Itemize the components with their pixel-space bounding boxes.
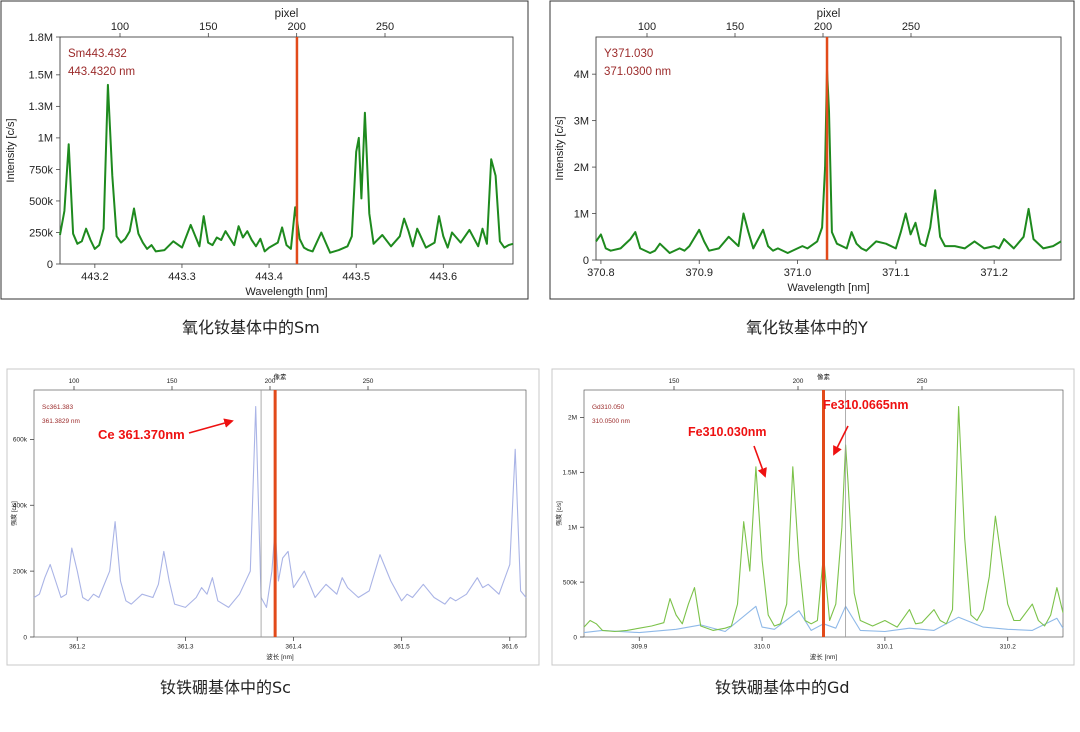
top-axis-tick-label: 200 — [793, 378, 804, 385]
top-axis-label: pixel — [817, 8, 841, 20]
x-axis-tick-label: 361.6 — [502, 644, 519, 651]
line-annotation-1: Sm443.432 — [68, 48, 127, 60]
series-line-1 — [583, 405, 1064, 633]
x-axis-tick-label: 443.6 — [430, 271, 458, 283]
caption-gd: 钕铁硼基体中的Gd — [715, 678, 850, 697]
y-axis-tick-label: 4M — [574, 69, 589, 81]
top-axis-tick-label: 200 — [265, 378, 276, 385]
top-axis-tick-label: 200 — [287, 21, 305, 33]
y-axis-tick-label: 1.5M — [563, 470, 577, 477]
chart-sc: 像素 100 150 200 250 361.2 361.3 361.4 361.5 361.6 波… — [6, 368, 540, 666]
top-axis-tick-label: 100 — [638, 21, 656, 33]
x-axis-tick-label: 370.9 — [685, 267, 713, 279]
x-axis-tick-label: 443.4 — [255, 271, 283, 283]
y-axis-tick-label: 250k — [29, 227, 53, 239]
y-axis-tick-label: 2M — [568, 415, 577, 422]
y-axis-tick-label: 200k — [13, 568, 28, 575]
top-axis-tick-label: 150 — [199, 21, 217, 33]
top-axis-tick-label: 250 — [376, 21, 394, 33]
callout-ce: Ce 361.370nm — [98, 427, 185, 442]
y-axis-tick-label: 500k — [29, 196, 53, 208]
chart-panel-y: pixel 100 150 200 250 370.8 370.9 371.0 371.1 371… — [549, 0, 1075, 300]
y-axis-label: 强度 [c/s] — [10, 501, 18, 526]
x-axis-tick-label: 309.9 — [631, 644, 648, 651]
top-axis-tick-label: 250 — [902, 21, 920, 33]
plot-area — [33, 389, 527, 638]
x-axis-tick-label: 361.5 — [394, 644, 411, 651]
top-axis-tick-label: 250 — [363, 378, 374, 385]
y-axis-tick-label: 600k — [13, 437, 28, 444]
y-axis-label: Intensity [c/s] — [554, 116, 566, 180]
y-axis-tick-label: 1M — [568, 524, 577, 531]
x-axis-tick-label: 370.8 — [587, 267, 615, 279]
top-axis-tick-label: 150 — [167, 378, 178, 385]
top-axis-tick-label: 100 — [69, 378, 80, 385]
x-axis-tick-label: 371.1 — [882, 267, 910, 279]
top-axis-tick-label: 100 — [111, 21, 129, 33]
line-annotation-1: Gd310.050 — [592, 404, 625, 411]
callout-fe-2: Fe310.0665nm — [823, 398, 908, 412]
x-axis-tick-label: 361.3 — [177, 644, 194, 651]
series-line-2 — [583, 605, 1064, 634]
top-axis-label: 像素 — [817, 372, 831, 381]
y-axis-tick-label: 500k — [563, 579, 578, 586]
chart-panel-sc: 像素 100 150 200 250 361.2 361.3 361.4 361.5 361.6 波… — [6, 368, 540, 666]
callout-arrow-fe-2 — [833, 425, 849, 456]
plot-area — [595, 36, 1062, 261]
top-axis-label: pixel — [275, 8, 299, 20]
x-axis-tick-label: 443.3 — [168, 271, 196, 283]
x-axis-label: 波长 [nm] — [266, 652, 294, 661]
x-axis-tick-label: 443.2 — [81, 271, 109, 283]
y-axis-tick-label: 400k — [13, 503, 28, 510]
x-axis-tick-label: 371.2 — [980, 267, 1008, 279]
x-axis-tick-label: 361.2 — [69, 644, 86, 651]
top-axis-tick-label: 150 — [669, 378, 680, 385]
top-axis-tick-label: 250 — [917, 378, 928, 385]
x-axis-label: 波长 [nm] — [810, 652, 838, 661]
y-axis-tick-label: 1M — [38, 133, 53, 145]
caption-sm: 氧化钕基体中的Sm — [182, 318, 320, 337]
y-axis-label: 强度 [c/s] — [555, 501, 563, 526]
line-annotation-2: 361.3829 nm — [42, 418, 80, 425]
y-axis-tick-label: 0 — [573, 634, 577, 641]
x-axis-tick-label: 443.5 — [342, 271, 370, 283]
x-axis-tick-label: 310.1 — [877, 644, 894, 651]
x-axis-tick-label: 310.0 — [754, 644, 771, 651]
top-axis-tick-label: 150 — [726, 21, 744, 33]
chart-sm: pixel 100 150 200 250 443.2 443.3 443.4 443.5 443… — [0, 0, 529, 300]
x-axis-label: Wavelength [nm] — [245, 286, 327, 298]
y-axis-tick-label: 0 — [583, 255, 589, 267]
x-axis-label: Wavelength [nm] — [787, 282, 869, 294]
y-axis-tick-label: 1M — [574, 208, 589, 220]
top-axis-tick-label: 200 — [814, 21, 832, 33]
top-axis-label: 像素 — [274, 372, 288, 381]
series-line-1 — [59, 83, 514, 254]
y-axis-tick-label: 0 — [47, 259, 53, 271]
x-axis-tick-label: 371.0 — [784, 267, 812, 279]
y-axis-tick-label: 750k — [29, 164, 53, 176]
line-annotation-2: 443.4320 nm — [68, 66, 135, 78]
x-axis-tick-label: 361.4 — [285, 644, 302, 651]
line-annotation-1: Y371.030 — [604, 48, 653, 60]
line-annotation-2: 310.0500 nm — [592, 418, 630, 425]
callout-fe-1: Fe310.030nm — [688, 425, 767, 439]
chart-panel-sm: pixel 100 150 200 250 443.2 443.3 443.4 443.5 443… — [0, 0, 529, 300]
line-annotation-2: 371.0300 nm — [604, 66, 671, 78]
y-axis-tick-label: 3M — [574, 115, 589, 127]
caption-y: 氧化钕基体中的Y — [746, 318, 868, 337]
x-axis-tick-label: 310.2 — [1000, 644, 1017, 651]
caption-sc: 钕铁硼基体中的Sc — [160, 678, 291, 697]
y-axis-tick-label: 1.5M — [29, 70, 53, 82]
y-axis-tick-label: 1.8M — [29, 32, 53, 44]
chart-y: pixel 100 150 200 250 370.8 370.9 371.0 371.1 371… — [549, 0, 1075, 300]
chart-gd: 像素 150 200 250 309.9 310.0 310.1 310.2 波长 [nm] 0 5… — [551, 368, 1075, 666]
y-axis-label: Intensity [c/s] — [5, 118, 17, 182]
callout-arrow-ce — [188, 418, 234, 434]
chart-panel-gd: 像素 150 200 250 309.9 310.0 310.1 310.2 波长 [nm] 0 5… — [551, 368, 1075, 666]
y-axis-tick-label: 0 — [23, 634, 27, 641]
y-axis-tick-label: 2M — [574, 162, 589, 174]
y-axis-tick-label: 1.3M — [29, 101, 53, 113]
callout-arrow-fe-1 — [753, 445, 767, 478]
line-annotation-1: Sc361.383 — [42, 404, 73, 411]
